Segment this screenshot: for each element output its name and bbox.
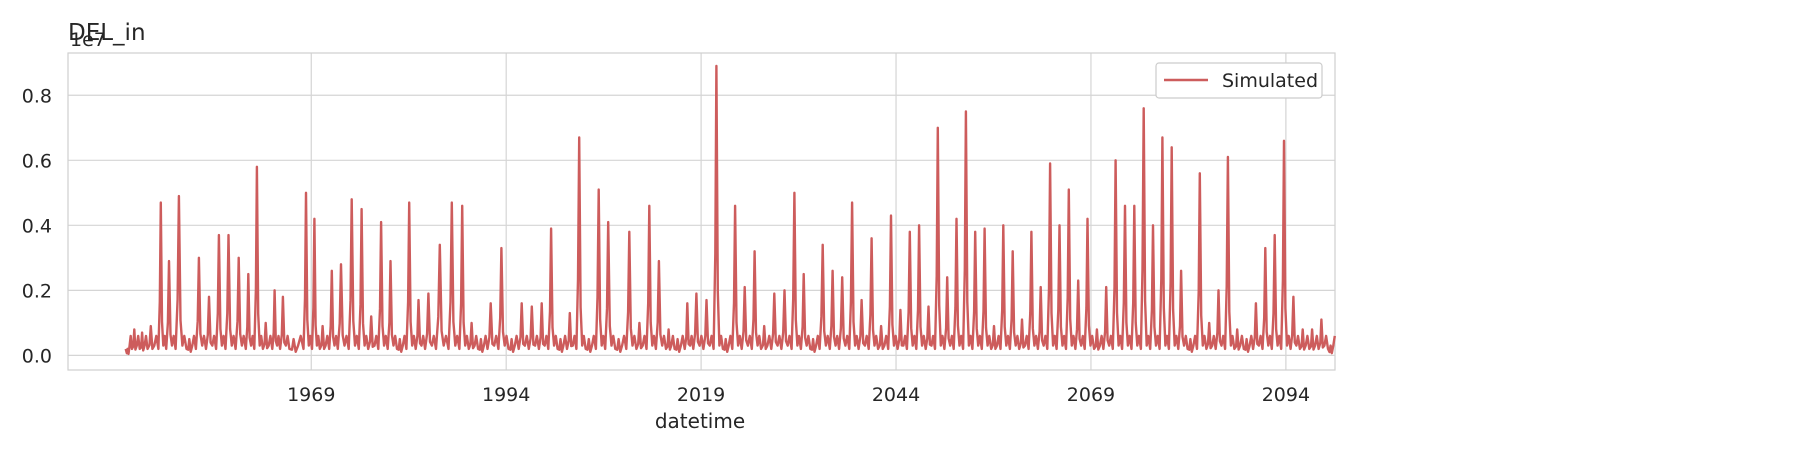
y-tick-label: 0.4 (22, 215, 52, 237)
y-tick-labels: 0.0 0.2 0.4 0.6 0.8 (22, 85, 52, 367)
x-tick-label: 2044 (872, 384, 920, 406)
x-tick-labels: 1969 1994 2019 2044 2069 2094 (287, 384, 1310, 406)
chart-title: DEL_in (68, 20, 146, 46)
series-line-simulated (124, 64, 1336, 356)
x-tick-label: 2069 (1067, 384, 1115, 406)
y-tick-label: 0.0 (22, 345, 52, 367)
plot-frame (67, 52, 1336, 371)
legend-label-simulated: Simulated (1222, 70, 1318, 92)
y-tick-label: 0.8 (22, 85, 52, 107)
y-offset-label: 1e7 (70, 29, 106, 51)
y-tick-label: 0.2 (22, 280, 52, 302)
legend-box (1155, 62, 1323, 99)
x-tick-label: 1969 (287, 384, 335, 406)
x-tick-label: 2094 (1262, 384, 1310, 406)
y-tick-label: 0.6 (22, 150, 52, 172)
x-axis-label: datetime (655, 409, 745, 433)
x-tick-label: 2019 (677, 384, 725, 406)
legend: Simulated (1155, 62, 1323, 99)
x-tick-label: 1994 (482, 384, 530, 406)
